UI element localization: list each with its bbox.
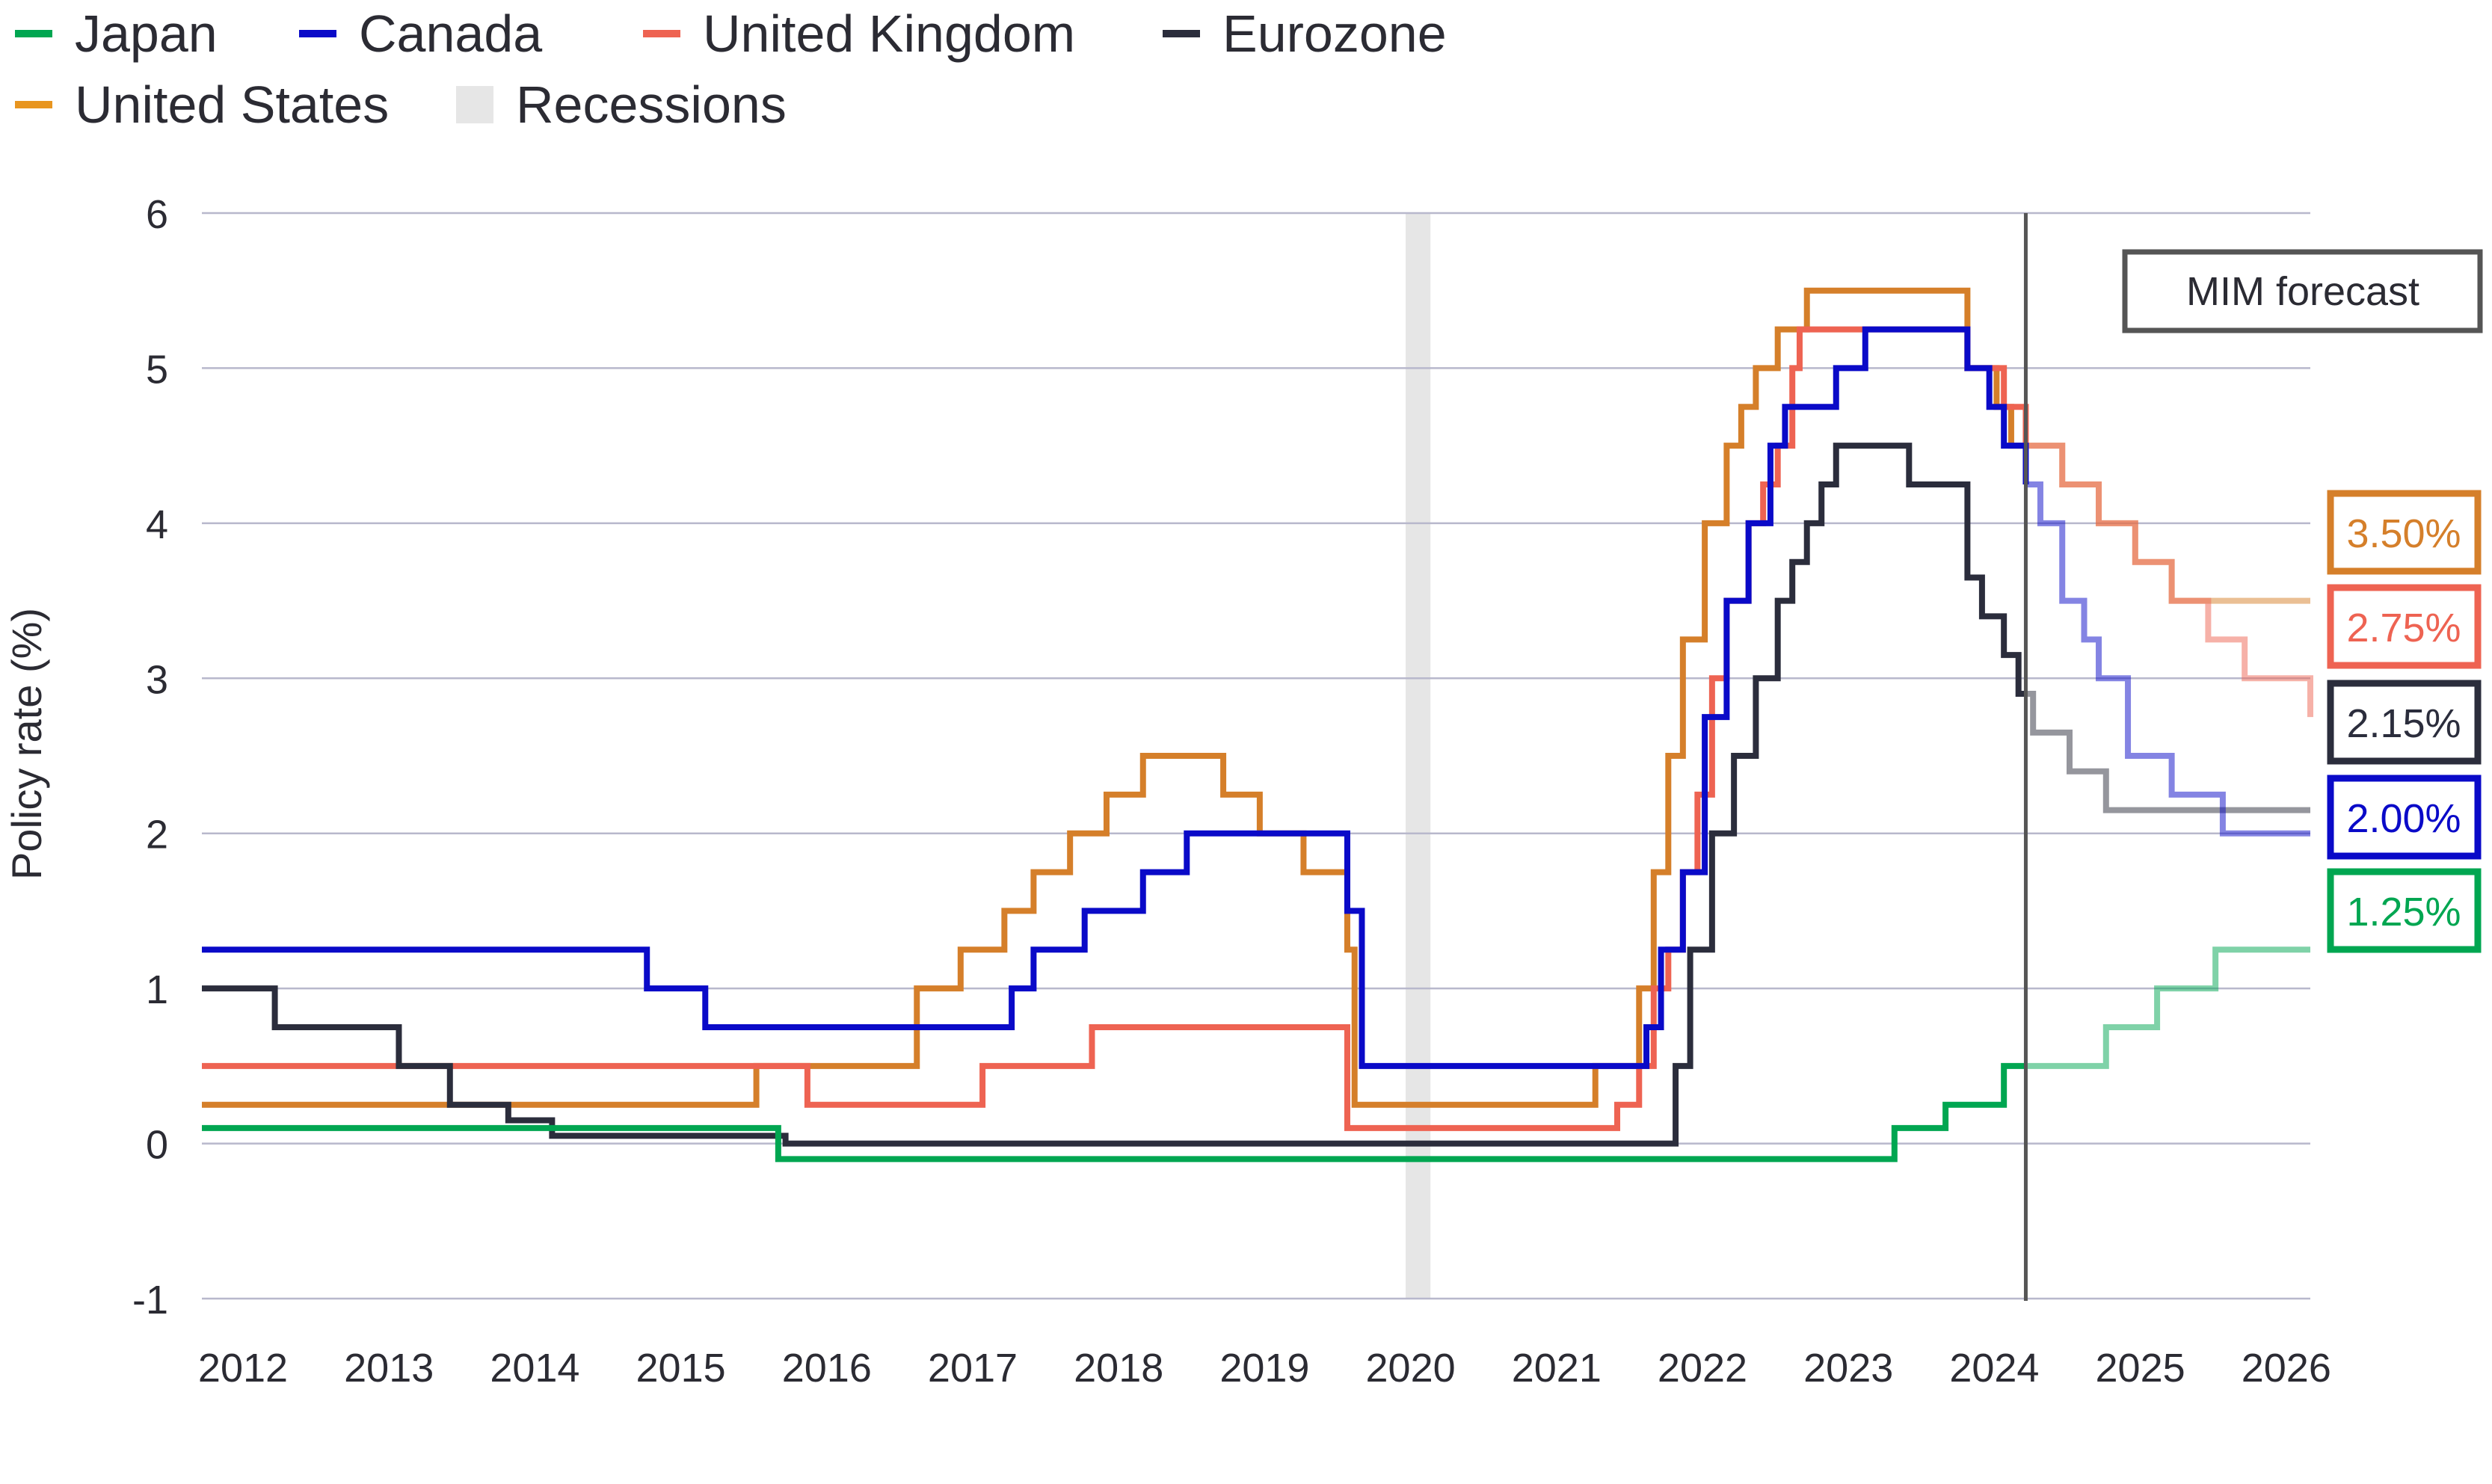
series-line-japan (202, 1062, 2026, 1163)
forecast-label: MIM forecast (2186, 269, 2419, 314)
end-label-japan: 1.25% (2346, 890, 2461, 935)
end-label-canada: 2.00% (2346, 796, 2461, 841)
x-tick-label: 2017 (928, 1346, 1018, 1391)
x-tick-label: 2023 (1803, 1346, 1893, 1391)
x-tick-label: 2020 (1366, 1346, 1456, 1391)
legend-item-recessions: Recessions (456, 71, 787, 138)
y-tick-label: 2 (146, 813, 168, 858)
end-label-us: 3.50% (2346, 511, 2461, 556)
x-tick-label: 2019 (1219, 1346, 1309, 1391)
x-tick-label: 2015 (636, 1346, 726, 1391)
legend-swatch-uk (643, 30, 680, 37)
end-label-box-us (2327, 490, 2482, 575)
series-forecast-line-japan (2025, 946, 2310, 1069)
y-tick-label: -1 (132, 1278, 168, 1323)
legend-label-uk: United Kingdom (703, 4, 1076, 63)
end-label-uk: 2.75% (2346, 606, 2461, 650)
y-tick-label: 1 (146, 967, 168, 1012)
y-tick-labels: -1 0 1 2 3 4 5 6 (132, 192, 168, 1323)
legend-item-eurozone: Eurozone (1163, 0, 1447, 67)
series-line-eurozone (202, 443, 2026, 1147)
recession-bands (1406, 213, 1431, 1299)
y-tick-label: 0 (146, 1123, 168, 1168)
series-line-us (202, 287, 2026, 1108)
series-line-canada (202, 326, 2029, 1069)
x-tick-label: 2013 (344, 1346, 434, 1391)
legend-label-recessions: Recessions (516, 76, 787, 134)
y-tick-label: 6 (146, 192, 168, 237)
end-label-eurozone: 2.15% (2346, 701, 2461, 746)
end-value-labels: 3.50% 2.75% 2.15% 2.00% 1.25% (2327, 490, 2482, 953)
x-tick-label: 2014 (490, 1346, 579, 1391)
legend-swatch-canada (299, 30, 336, 37)
y-tick-label: 5 (146, 347, 168, 392)
legend-label-canada: Canada (359, 4, 543, 63)
legend-item-uk: United Kingdom (643, 0, 1075, 67)
x-tick-label: 2018 (1074, 1346, 1163, 1391)
forecast-marker: MIM forecast (2023, 213, 2483, 1301)
series-forecast-line-eurozone (2025, 691, 2310, 813)
x-tick-label: 2016 (782, 1346, 872, 1391)
series-forecast-line-uk (2025, 443, 2313, 718)
forecast-label-box (2122, 249, 2483, 333)
end-label-box-eurozone (2327, 680, 2482, 765)
end-label-box-uk (2327, 584, 2482, 669)
legend-label-eurozone: Eurozone (1222, 4, 1447, 63)
series-line-uk (202, 326, 2029, 1131)
y-tick-label: 4 (146, 502, 168, 547)
legend-item-canada: Canada (299, 0, 542, 67)
legend-item-japan: Japan (15, 0, 218, 67)
y-tick-label: 3 (146, 657, 168, 702)
x-tick-label: 2012 (198, 1346, 288, 1391)
recession-band-0 (1406, 213, 1431, 1299)
legend-item-us: United States (15, 71, 389, 138)
x-tick-label: 2026 (2242, 1346, 2331, 1391)
x-tick-label: 2021 (1512, 1346, 1602, 1391)
y-axis-label: Policy rate (%) (3, 608, 50, 880)
x-tick-labels: 2012 2013 2014 2015 2016 2017 2018 2019 2020 2021… (198, 1346, 2331, 1391)
legend-swatch-eurozone (1163, 30, 1200, 37)
legend-swatch-japan (15, 30, 52, 37)
series-forecast-line-canada (2025, 481, 2310, 837)
x-tick-label: 2022 (1658, 1346, 1747, 1391)
legend-label-japan: Japan (75, 4, 218, 63)
legend-swatch-recessions (456, 86, 493, 123)
legend-swatch-us (15, 101, 52, 108)
legend: Japan Canada United Kingdom Eurozone Uni… (0, 0, 2492, 150)
x-tick-label: 2024 (1949, 1346, 2039, 1391)
legend-label-us: United States (75, 76, 390, 134)
series-lines (202, 287, 2313, 1163)
end-label-box-canada (2327, 775, 2482, 860)
end-label-box-japan (2327, 868, 2482, 953)
x-tick-label: 2025 (2096, 1346, 2185, 1391)
